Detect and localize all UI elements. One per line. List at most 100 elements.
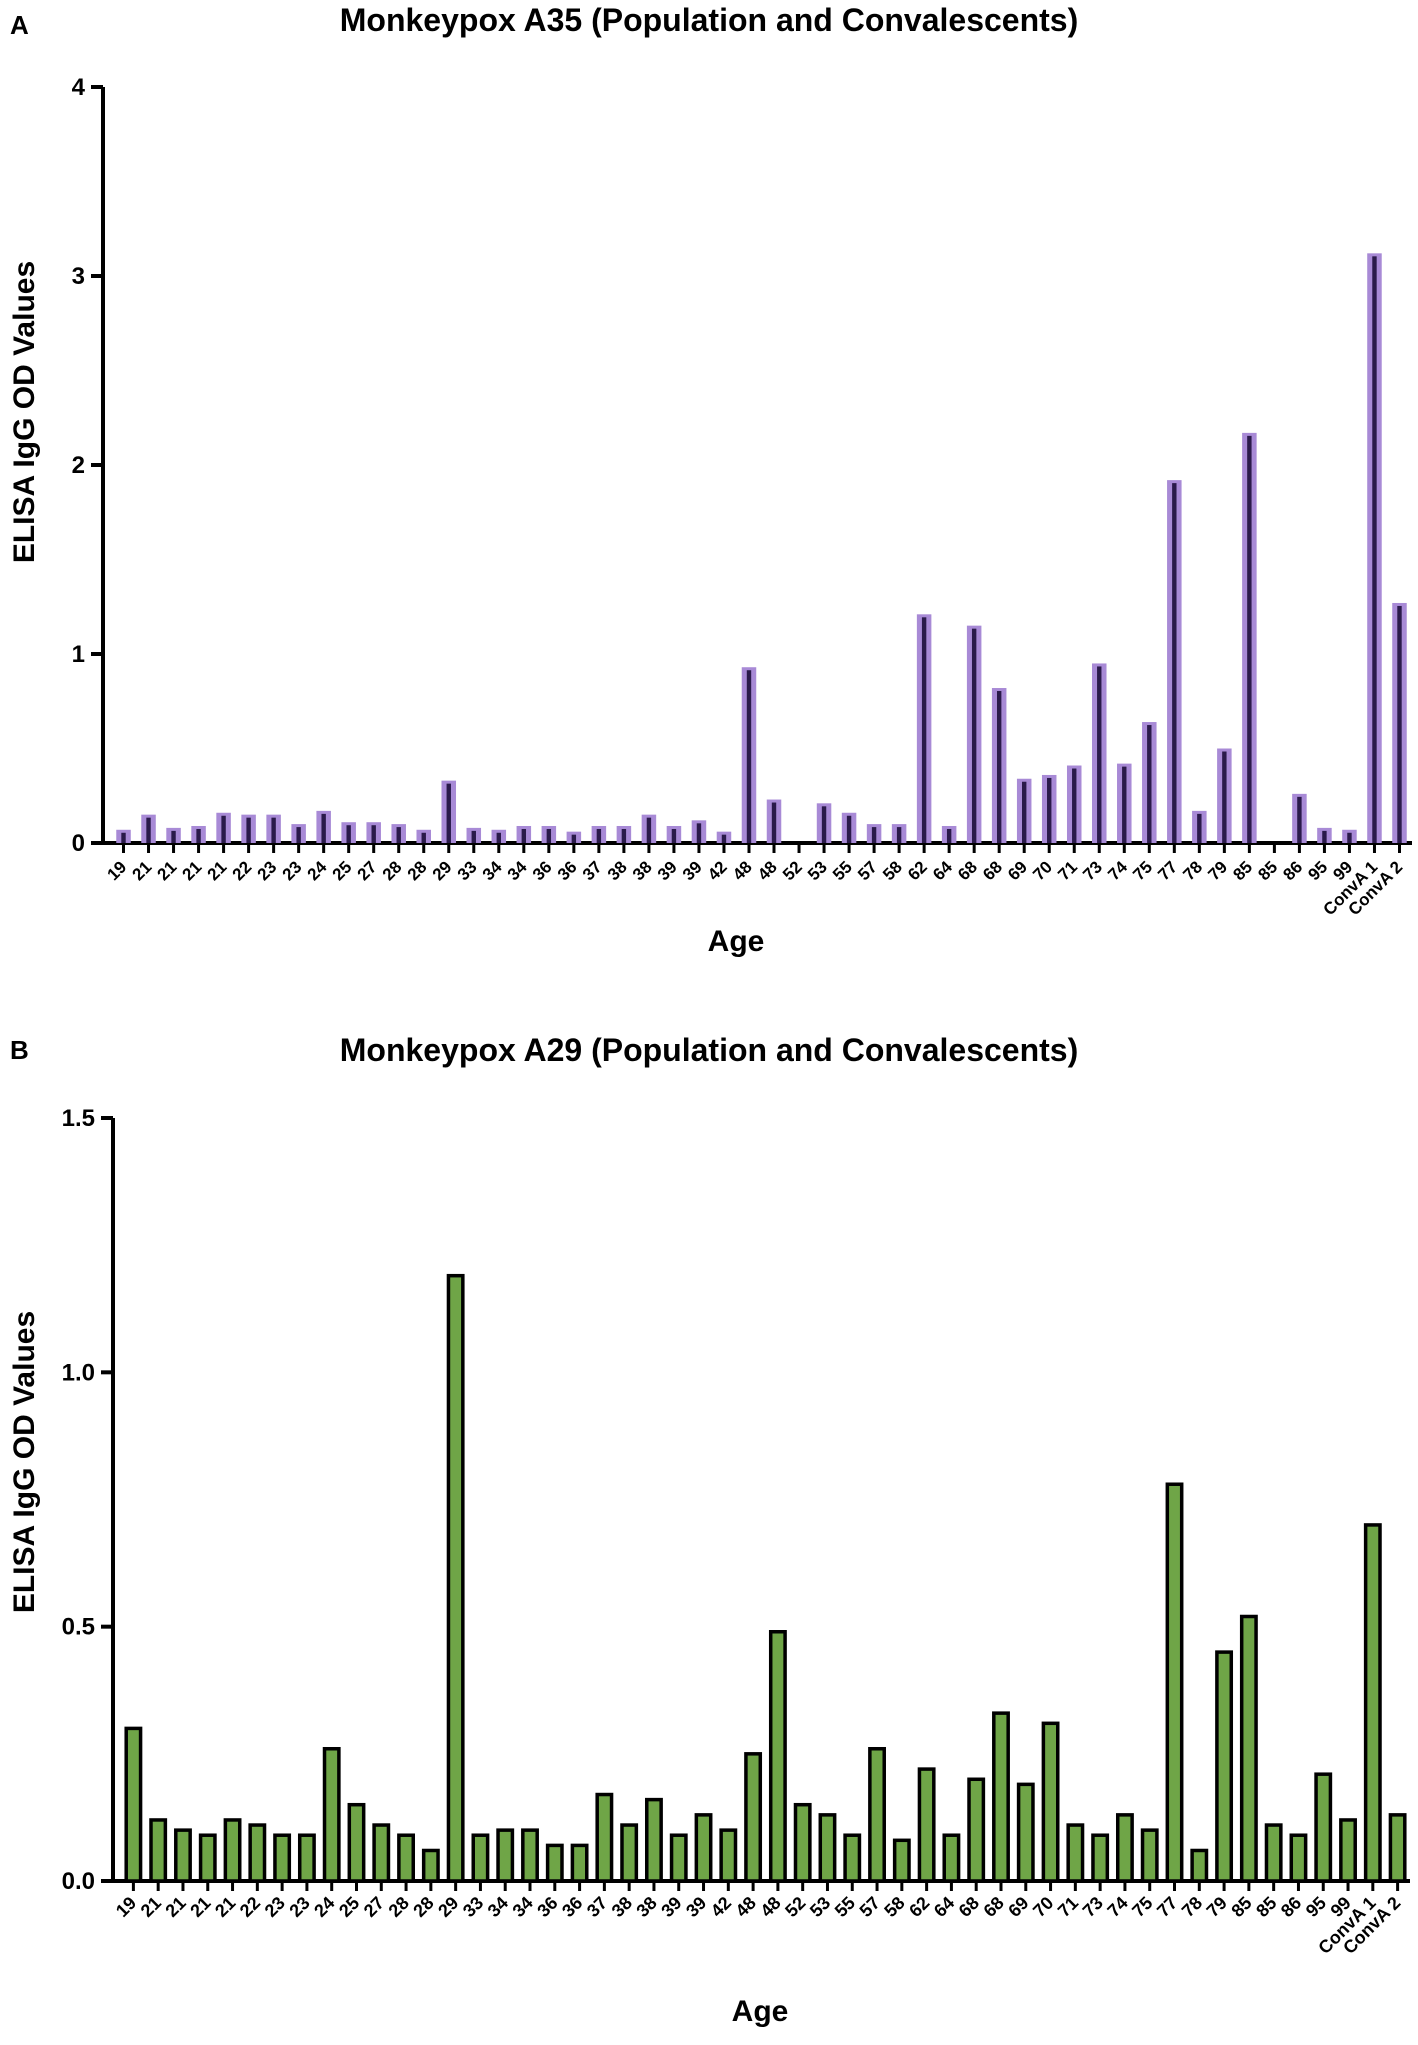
bar-b	[1388, 1813, 1407, 1883]
x-tick-label-a: 36	[529, 857, 556, 884]
x-tick-label-a: 28	[379, 857, 406, 884]
bar-b	[1314, 1772, 1333, 1883]
bar-core-a	[646, 817, 652, 843]
bar-core-a	[621, 828, 627, 843]
bar-b	[868, 1746, 886, 1883]
bar-b	[694, 1813, 713, 1883]
x-tick-label-a: 21	[154, 857, 181, 884]
bar-core-a	[1197, 813, 1202, 843]
bar-b	[1190, 1848, 1209, 1883]
x-tick-label-a: 27	[354, 857, 381, 884]
bar-b	[744, 1752, 763, 1883]
bar-b	[149, 1818, 168, 1883]
bar-core-a	[721, 834, 727, 843]
bar-core-a	[571, 834, 577, 843]
bar-b	[1016, 1782, 1035, 1883]
bar-core-a	[1247, 435, 1252, 843]
x-tick-label-a: 52	[779, 857, 806, 884]
bar-b	[248, 1823, 267, 1883]
x-tick-label-a: 62	[904, 857, 931, 884]
bar-core-a	[1347, 832, 1352, 843]
bar-b	[397, 1833, 416, 1883]
x-tick-label-a: 86	[1279, 857, 1306, 884]
bar-b	[421, 1848, 440, 1883]
bar-core-a	[121, 832, 126, 843]
bar-core-a	[421, 832, 426, 843]
bar-b	[967, 1777, 986, 1883]
x-tick-label-a: 34	[504, 857, 531, 884]
x-tick-label-a: 19	[104, 857, 131, 884]
bar-b	[1091, 1833, 1110, 1883]
x-tick-label-a: 37	[579, 857, 606, 884]
x-tick-label-a: 28	[404, 857, 431, 884]
bar-core-a	[221, 815, 226, 843]
x-tick-label-a: 22	[229, 857, 256, 884]
x-tick-label-a: 74	[1104, 857, 1131, 884]
bar-core-a	[1372, 256, 1377, 843]
x-tick-label-a: 25	[329, 857, 356, 884]
bar-b	[1165, 1482, 1184, 1883]
x-tick-label-a: 29	[429, 857, 456, 884]
x-tick-label-a: 70	[1029, 857, 1056, 884]
bar-core-a	[1147, 725, 1152, 843]
bar-core-a	[1172, 483, 1177, 843]
bar-b	[496, 1828, 515, 1883]
x-tick-label-a: 68	[954, 857, 981, 884]
y-tick-label-a: 1	[72, 641, 85, 668]
bar-b	[1289, 1833, 1308, 1883]
bar-core-a	[471, 830, 476, 843]
bar-core-a	[1122, 766, 1127, 843]
bar-core-a	[771, 802, 777, 843]
x-tick-label-a: 73	[1079, 857, 1106, 884]
x-tick-label-a: 85	[1229, 857, 1256, 884]
bar-core-a	[496, 832, 501, 843]
bar-b	[1140, 1828, 1159, 1883]
x-tick-label-a: 39	[679, 857, 706, 884]
bar-core-a	[971, 628, 977, 843]
x-tick-label-a: 85	[1254, 857, 1281, 884]
x-tick-label-a: 55	[829, 857, 856, 884]
bar-b	[347, 1802, 366, 1883]
bar-core-a	[596, 828, 602, 843]
bar-core-a	[871, 827, 877, 843]
bar-b	[1041, 1721, 1060, 1883]
x-tick-label-a: 34	[479, 857, 506, 884]
bar-b	[570, 1843, 589, 1883]
y-tick-label-b: 1.0	[62, 1359, 95, 1386]
panel-label-b: B	[10, 1035, 29, 1065]
bar-core-a	[271, 817, 276, 843]
bar-core-a	[171, 830, 176, 843]
x-tick-label-a: 58	[879, 857, 906, 884]
x-tick-label-a: 77	[1154, 857, 1181, 884]
bar-b	[595, 1792, 614, 1883]
bar-core-a	[671, 828, 677, 843]
y-tick-label-a: 0	[72, 830, 85, 857]
bar-b	[917, 1767, 936, 1883]
bar-core-a	[1397, 605, 1402, 843]
bar-core-a	[1022, 781, 1027, 843]
x-tick-label-a: 95	[1304, 857, 1331, 884]
x-tick-label-a: 64	[929, 857, 956, 884]
x-tick-label-a: 21	[204, 857, 231, 884]
x-tick-label-a: 24	[304, 857, 331, 884]
bar-b	[545, 1843, 564, 1883]
bar-b	[297, 1833, 316, 1883]
x-tick-label-a: 38	[629, 857, 656, 884]
bar-core-a	[996, 691, 1002, 843]
x-tick-label-a: 57	[854, 857, 881, 884]
bar-b	[1115, 1813, 1134, 1883]
x-tick-label-a: 36	[554, 857, 581, 884]
bar-b	[1339, 1818, 1357, 1883]
bar-b	[1264, 1823, 1283, 1883]
bar-core-a	[1047, 777, 1052, 843]
bar-b	[942, 1833, 961, 1883]
bar-b	[1363, 1523, 1382, 1883]
x-tick-label-a: 23	[254, 857, 281, 884]
bar-core-a	[346, 825, 351, 843]
x-tick-label-a: 71	[1054, 857, 1081, 884]
y-tick-label-a: 4	[72, 74, 86, 101]
x-tick-label-a: 69	[1004, 857, 1031, 884]
x-tick-label-a: 33	[454, 857, 481, 884]
bar-core-a	[946, 828, 952, 843]
